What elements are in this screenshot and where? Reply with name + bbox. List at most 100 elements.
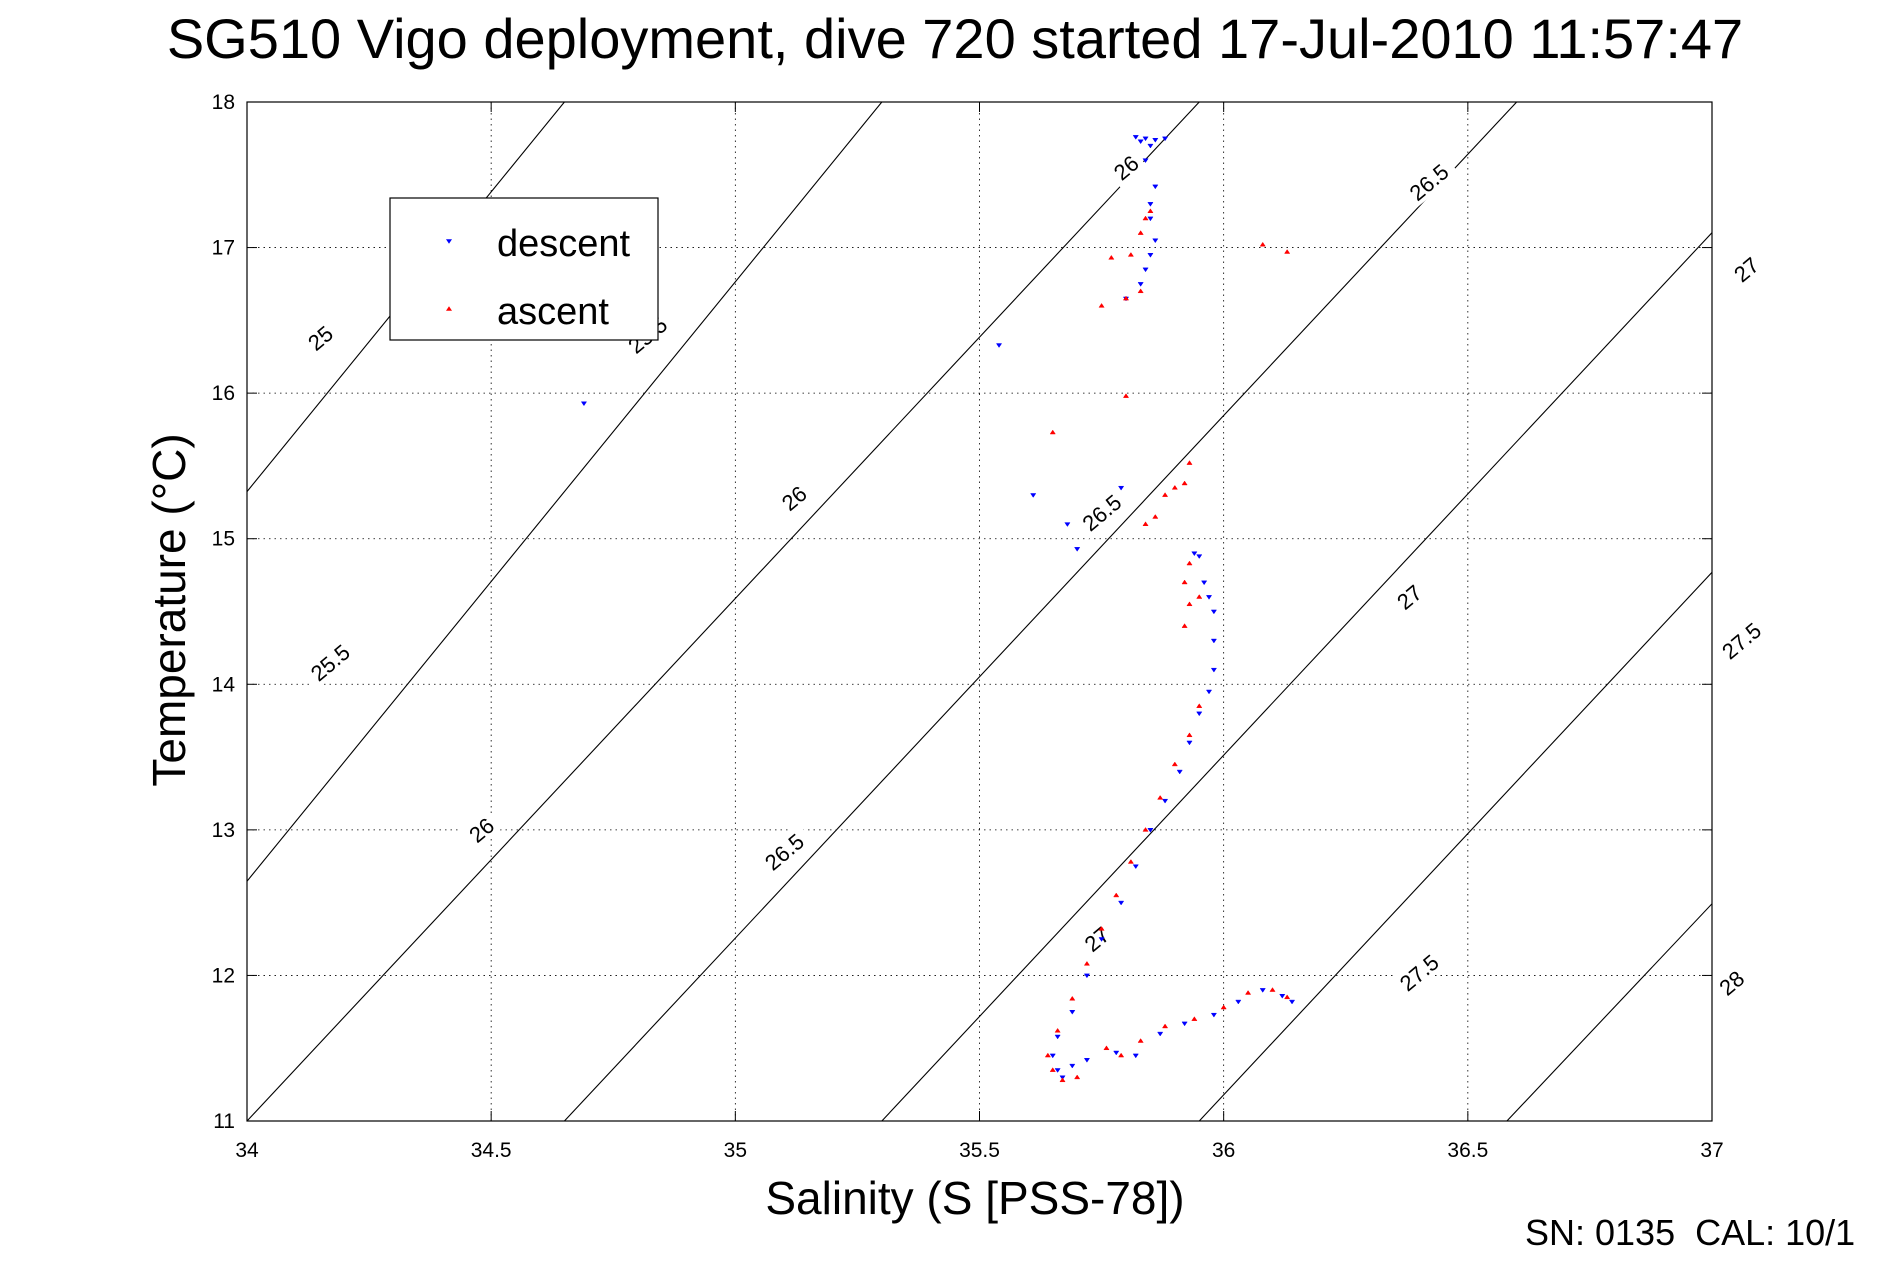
descent-point xyxy=(1074,547,1081,552)
descent-point xyxy=(1030,493,1037,498)
y-tick-label: 16 xyxy=(212,382,235,405)
ascent-point xyxy=(1196,594,1203,599)
y-tick-label: 11 xyxy=(213,1110,235,1133)
legend-marker-ascent xyxy=(446,306,452,311)
x-tick-label: 36.5 xyxy=(1447,1139,1488,1162)
ascent-point xyxy=(1147,208,1154,213)
ascent-point xyxy=(1074,1074,1081,1080)
y-tick-label: 15 xyxy=(212,528,235,551)
contour-label-text: 28 xyxy=(1714,966,1749,1001)
x-tick-label: 34.5 xyxy=(471,1139,512,1162)
contour-label-bg xyxy=(1397,152,1459,210)
ascent-point xyxy=(1137,1038,1144,1043)
ascent-point xyxy=(1171,761,1178,767)
descent-point xyxy=(1137,139,1144,145)
descent-point xyxy=(1049,1053,1056,1059)
contour-label-bg xyxy=(1724,247,1767,290)
descent-point xyxy=(1279,993,1286,999)
descent-point xyxy=(1069,1063,1076,1069)
axis-ticks: 34 34.5 35 35.5 36 36.5 37 11 12 13 14 15 16 17 18 xyxy=(212,91,1724,1162)
contour-label-25.5: 25.5 xyxy=(298,633,360,691)
ascent-point xyxy=(1152,514,1159,519)
descent-point xyxy=(1142,158,1149,164)
descent-point xyxy=(1161,136,1169,142)
contour-label-26.5: 26.5 xyxy=(1070,483,1132,541)
contour-label-bg xyxy=(1070,483,1132,541)
y-tick-label: 17 xyxy=(212,237,235,260)
ascent-point xyxy=(1103,1045,1110,1051)
legend-label-ascent: ascent xyxy=(497,291,609,333)
y-axis-label: Temperature (°C) xyxy=(143,433,195,786)
descent-point xyxy=(1161,798,1169,804)
contour-label-27: 27 xyxy=(1074,917,1118,960)
ascent-point xyxy=(1142,827,1149,832)
density-contour-27.5 xyxy=(1198,571,1712,1121)
descent-point xyxy=(1152,238,1159,244)
descent-point xyxy=(1118,900,1125,906)
y-tick-label: 18 xyxy=(212,91,235,114)
ascent-point xyxy=(1054,1027,1061,1033)
ascent-point xyxy=(1186,601,1193,607)
ascent-point xyxy=(1161,492,1169,497)
descent-point xyxy=(580,401,588,407)
descent-point xyxy=(1083,973,1091,979)
ascent-point xyxy=(1142,521,1149,526)
contour-label-text: 26 xyxy=(777,481,812,516)
ascent-point xyxy=(1220,1004,1227,1010)
ascent-point xyxy=(1186,560,1193,566)
ascent-point xyxy=(1098,926,1105,931)
descent-point xyxy=(1210,667,1217,673)
contour-label-bg xyxy=(1103,145,1147,188)
descent-point xyxy=(1064,522,1071,527)
ascent-point xyxy=(1196,703,1203,708)
descent-point xyxy=(1157,1031,1164,1037)
descent-point xyxy=(1152,184,1159,190)
descent-point xyxy=(1137,282,1144,287)
descent-point xyxy=(1132,1053,1139,1059)
ascent-point xyxy=(1245,990,1252,995)
descent-point xyxy=(1186,740,1193,746)
descent-point xyxy=(1210,1012,1217,1018)
ascent-point xyxy=(1284,249,1291,254)
contour-label-26: 26 xyxy=(1103,145,1147,188)
ascent-point xyxy=(1069,995,1076,1001)
contour-label-27: 27 xyxy=(1387,575,1430,618)
ascent-point xyxy=(1142,215,1149,221)
descent-point xyxy=(995,343,1003,348)
contour-label-26: 26 xyxy=(771,476,815,519)
descent-point xyxy=(1205,689,1213,695)
x-tick-label: 35.5 xyxy=(959,1139,1000,1162)
contour-label-27.5: 27.5 xyxy=(1710,611,1772,669)
contour-label-27: 27 xyxy=(1724,247,1767,290)
descent-point xyxy=(1054,1034,1061,1040)
descent-point xyxy=(1176,769,1183,775)
descent-point xyxy=(1235,999,1242,1005)
descent-point xyxy=(1098,937,1105,942)
serial-calibration-footer: SN: 0135 CAL: 10/1 xyxy=(1525,1212,1855,1253)
contour-label-bg xyxy=(752,822,815,880)
legend-marker-triangle-up xyxy=(446,306,452,311)
ascent-point xyxy=(1122,393,1130,398)
ascent-point xyxy=(1127,859,1134,864)
x-axis-label: Salinity (S [PSS-78]) xyxy=(765,1172,1184,1224)
density-contour-26.5 xyxy=(564,102,1518,1121)
descent-point xyxy=(1132,135,1139,140)
descent-point xyxy=(1210,638,1217,644)
ascent-point xyxy=(1171,484,1178,490)
ascent-point xyxy=(1137,230,1144,235)
contour-label-27.5: 27.5 xyxy=(1387,943,1449,1001)
legend-label-descent: descent xyxy=(497,223,631,265)
descent-point xyxy=(1142,136,1149,142)
descent-point xyxy=(1147,216,1154,222)
legend-box xyxy=(389,197,659,341)
ascent-point xyxy=(1122,295,1130,301)
ascent-point xyxy=(1127,252,1134,257)
descent-point xyxy=(1147,143,1154,149)
ascent-point xyxy=(1049,429,1056,435)
descent-point xyxy=(1118,485,1125,491)
ascent-point xyxy=(1181,623,1188,628)
legend: descent ascent xyxy=(389,197,659,341)
y-tick-label: 12 xyxy=(212,964,235,987)
descent-point xyxy=(1113,1050,1120,1056)
